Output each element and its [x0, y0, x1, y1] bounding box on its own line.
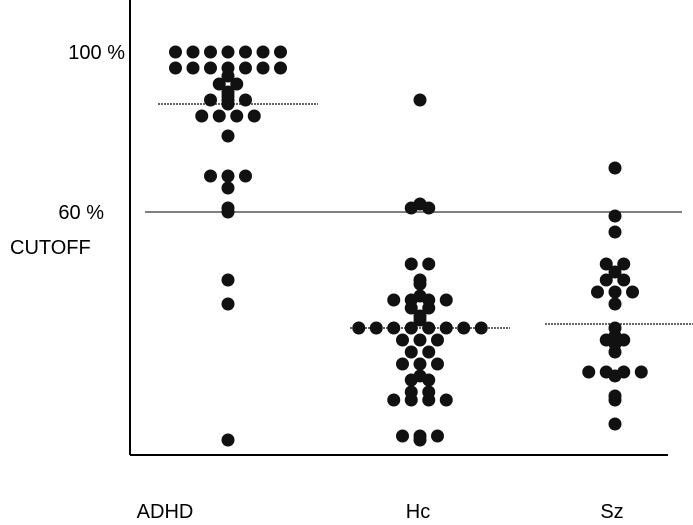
data-point — [369, 321, 383, 335]
data-point — [230, 77, 244, 91]
data-point — [387, 293, 401, 307]
data-points-group — [169, 45, 648, 447]
y-tick-label: CUTOFF — [10, 237, 91, 259]
data-point — [422, 257, 436, 271]
data-point — [617, 257, 631, 271]
data-point — [221, 169, 235, 183]
data-point — [169, 61, 182, 75]
data-point — [396, 333, 409, 347]
data-point — [239, 93, 252, 107]
category-labels: ADHD Hc Sz — [137, 501, 624, 523]
data-point — [186, 45, 200, 59]
data-point — [212, 109, 226, 123]
data-point — [230, 109, 244, 123]
data-point — [221, 181, 235, 195]
data-point — [591, 285, 604, 299]
data-point — [239, 169, 252, 183]
y-tick-label: 100 % — [68, 42, 125, 64]
data-point — [439, 321, 453, 335]
data-point — [404, 385, 418, 399]
data-point — [608, 209, 622, 223]
data-point — [396, 357, 409, 371]
data-point — [169, 45, 182, 59]
data-point — [387, 393, 401, 407]
data-point — [221, 129, 235, 143]
data-point — [599, 273, 613, 287]
data-point — [239, 45, 252, 59]
data-point — [256, 61, 270, 75]
category-label: Sz — [600, 501, 623, 523]
data-point — [413, 357, 427, 371]
data-point — [256, 45, 270, 59]
data-point — [413, 369, 427, 383]
data-point — [221, 273, 235, 287]
data-point — [608, 389, 622, 403]
data-point — [396, 429, 409, 443]
data-point — [608, 225, 622, 239]
data-point — [221, 297, 235, 311]
data-point — [413, 429, 427, 443]
data-point — [608, 297, 622, 311]
category-label: Hc — [406, 501, 430, 523]
data-point — [212, 77, 226, 91]
data-point — [608, 285, 622, 299]
data-point — [474, 321, 488, 335]
data-point — [204, 93, 217, 107]
data-point — [404, 257, 418, 271]
data-point — [221, 201, 235, 215]
data-point — [404, 321, 418, 335]
y-tick-labels: 100 % 60 % CUTOFF — [10, 42, 125, 259]
data-point — [204, 61, 217, 75]
data-point — [422, 345, 436, 359]
data-point — [413, 197, 427, 211]
data-point — [608, 417, 622, 431]
data-point — [439, 393, 453, 407]
data-point — [439, 293, 453, 307]
data-point — [617, 365, 631, 379]
data-point — [608, 161, 622, 175]
data-point — [387, 321, 401, 335]
data-point — [204, 45, 217, 59]
data-point — [431, 357, 444, 371]
data-point — [431, 333, 444, 347]
data-point — [413, 309, 427, 323]
data-point — [239, 61, 252, 75]
data-point — [221, 85, 235, 99]
y-tick-label: 60 % — [58, 202, 104, 224]
data-point — [617, 273, 631, 287]
data-point — [247, 109, 261, 123]
data-point — [457, 321, 471, 335]
data-point — [608, 265, 622, 279]
data-point — [599, 257, 613, 271]
data-point — [413, 273, 427, 287]
data-point — [221, 45, 235, 59]
data-point — [404, 345, 418, 359]
data-point — [431, 429, 444, 443]
data-point — [582, 365, 596, 379]
data-point — [274, 45, 287, 59]
data-point — [599, 365, 613, 379]
data-point — [413, 289, 427, 303]
data-point — [413, 333, 427, 347]
data-point — [422, 385, 436, 399]
data-point — [221, 433, 235, 447]
data-point — [413, 93, 427, 107]
data-point — [274, 61, 287, 75]
data-point — [195, 109, 209, 123]
data-point — [634, 365, 648, 379]
data-point — [204, 169, 217, 183]
data-point — [608, 321, 622, 335]
data-point — [352, 321, 366, 335]
data-point — [221, 61, 235, 75]
category-label: ADHD — [137, 501, 194, 523]
data-point — [626, 285, 639, 299]
data-point — [186, 61, 200, 75]
data-point — [422, 321, 436, 335]
